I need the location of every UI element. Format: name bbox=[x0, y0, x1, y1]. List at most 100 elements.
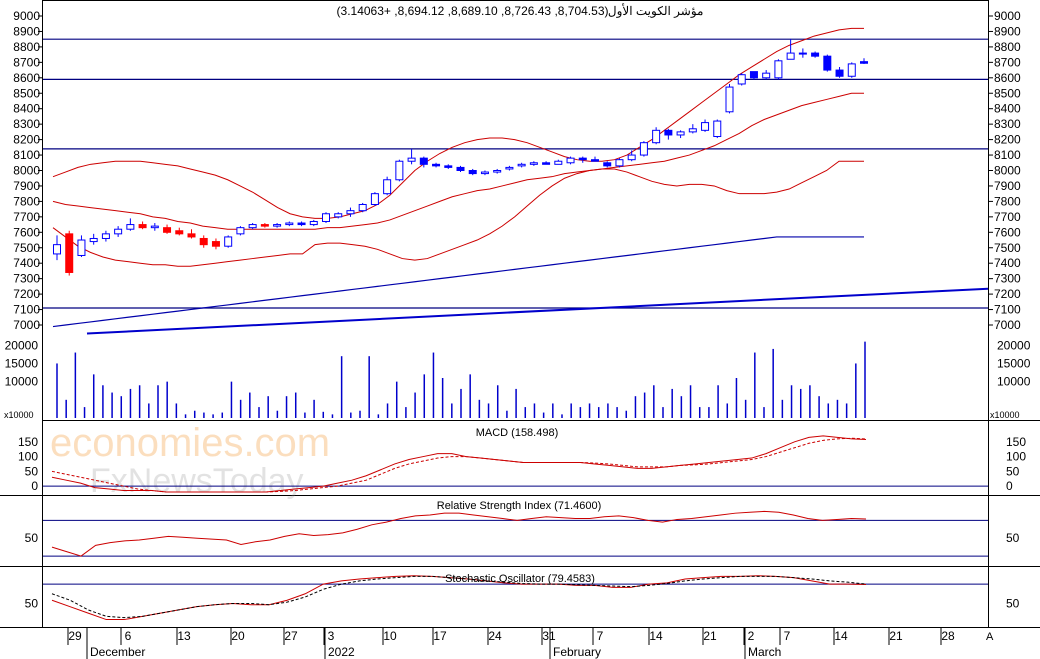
candle-body bbox=[517, 163, 526, 167]
price-tick-right: 7700 bbox=[994, 210, 1021, 224]
rsi-tick-left: 50 bbox=[25, 531, 39, 545]
candle-body bbox=[444, 165, 453, 168]
candle-body bbox=[138, 224, 147, 229]
price-tick-left: 8800 bbox=[13, 40, 40, 54]
stochastic-title: Stochastic Oscillator (79.4583) bbox=[445, 573, 595, 585]
stochastic-tick-right: 50 bbox=[1006, 596, 1020, 610]
candle-body bbox=[505, 166, 514, 170]
moving-average-line bbox=[52, 236, 864, 328]
price-tick-right: 7400 bbox=[994, 256, 1021, 270]
volume-tick-right: 20000 bbox=[997, 338, 1031, 352]
macd-tick-right: 50 bbox=[1006, 464, 1020, 478]
candle-body bbox=[224, 236, 233, 247]
candle-body bbox=[860, 61, 868, 64]
price-tick-left: 8400 bbox=[13, 102, 40, 116]
macd-tick-left: 100 bbox=[18, 450, 38, 464]
candle-body bbox=[456, 166, 465, 172]
volume-tick-left: 10000 bbox=[5, 375, 39, 389]
candle-body bbox=[578, 157, 587, 161]
volume-tick-right: 15000 bbox=[997, 356, 1031, 370]
volume-unit-left: x10000 bbox=[4, 410, 34, 420]
candle-body bbox=[236, 227, 245, 235]
candle-body bbox=[285, 222, 294, 226]
candle-body bbox=[725, 86, 734, 113]
candle-body bbox=[823, 55, 832, 71]
candle-body bbox=[798, 52, 807, 55]
candle-body bbox=[480, 171, 489, 175]
price-tick-right: 7600 bbox=[994, 225, 1021, 239]
candle-body bbox=[89, 237, 98, 243]
x-day-label: 6 bbox=[125, 629, 132, 643]
x-month-label: March bbox=[748, 645, 781, 659]
price-tick-right: 7900 bbox=[994, 179, 1021, 193]
index-name: مؤشر الكويت الأول bbox=[608, 3, 704, 18]
x-day-label: 21 bbox=[889, 629, 903, 643]
candle-body bbox=[370, 193, 379, 205]
candle-body bbox=[554, 160, 563, 165]
x-day-label: 17 bbox=[433, 629, 447, 643]
stochastic-panel: 50 50 bbox=[25, 575, 1020, 621]
candle-body bbox=[529, 162, 538, 165]
candle-body bbox=[664, 129, 673, 136]
price-tick-left: 7100 bbox=[13, 303, 40, 317]
candle-body bbox=[297, 222, 306, 226]
price-tick-right: 7000 bbox=[994, 318, 1021, 332]
macd-tick-right: 150 bbox=[1006, 435, 1026, 449]
candle-body bbox=[603, 162, 612, 167]
price-tick-right: 8900 bbox=[994, 24, 1021, 38]
candle-body bbox=[591, 159, 599, 162]
watermark-line1: economies.com bbox=[50, 421, 330, 465]
candle-body bbox=[774, 60, 783, 79]
candle-body bbox=[701, 122, 710, 131]
x-day-label: 27 bbox=[284, 629, 298, 643]
price-tick-right: 7100 bbox=[994, 303, 1021, 317]
candle-body bbox=[65, 233, 74, 273]
candle-body bbox=[187, 233, 196, 238]
macd-tick-left: 150 bbox=[18, 435, 38, 449]
watermark-line2: FxNewsToday bbox=[90, 462, 304, 500]
candle-body bbox=[199, 237, 208, 246]
price-tick-right: 7500 bbox=[994, 241, 1021, 255]
candle-body bbox=[835, 69, 844, 77]
price-tick-right: 8300 bbox=[994, 117, 1021, 131]
candle-body bbox=[566, 157, 575, 164]
candle-body bbox=[811, 52, 820, 57]
volume-tick-left: 15000 bbox=[5, 356, 39, 370]
candle-body bbox=[309, 220, 318, 226]
candle-body bbox=[248, 224, 257, 229]
price-tick-right: 8100 bbox=[994, 148, 1021, 162]
x-day-label: 2 bbox=[748, 629, 755, 643]
price-tick-right: 9000 bbox=[994, 9, 1021, 23]
candle-body bbox=[419, 157, 428, 165]
stochastic-tick-left: 50 bbox=[25, 596, 39, 610]
candle-body bbox=[77, 239, 86, 256]
x-day-label: 29 bbox=[68, 629, 82, 643]
price-tick-right: 7300 bbox=[994, 272, 1021, 286]
candle-body bbox=[260, 224, 269, 227]
candle-body bbox=[358, 203, 367, 212]
x-month-label: December bbox=[90, 645, 145, 659]
candle-body bbox=[322, 213, 330, 222]
x-day-label: 14 bbox=[834, 629, 848, 643]
price-tick-left: 8500 bbox=[13, 86, 40, 100]
rsi-title: Relative Strength Index (71.4600) bbox=[437, 500, 602, 512]
candle-body bbox=[395, 160, 404, 181]
price-tick-left: 7700 bbox=[13, 210, 40, 224]
candle-body bbox=[175, 230, 184, 235]
candle-body bbox=[346, 210, 355, 215]
candle-body bbox=[383, 179, 392, 195]
stochastic-line-dashed bbox=[51, 575, 867, 619]
price-tick-left: 7000 bbox=[13, 318, 40, 332]
price-tick-right: 8000 bbox=[994, 164, 1021, 178]
price-tick-left: 7900 bbox=[13, 179, 40, 193]
candle-body bbox=[407, 157, 416, 162]
candle-body bbox=[53, 244, 61, 255]
candle-body bbox=[211, 241, 220, 247]
price-tick-right: 8800 bbox=[994, 40, 1021, 54]
price-tick-right: 8500 bbox=[994, 86, 1021, 100]
x-day-label: 20 bbox=[231, 629, 245, 643]
candle-body bbox=[114, 228, 123, 235]
candle-body bbox=[334, 213, 343, 218]
